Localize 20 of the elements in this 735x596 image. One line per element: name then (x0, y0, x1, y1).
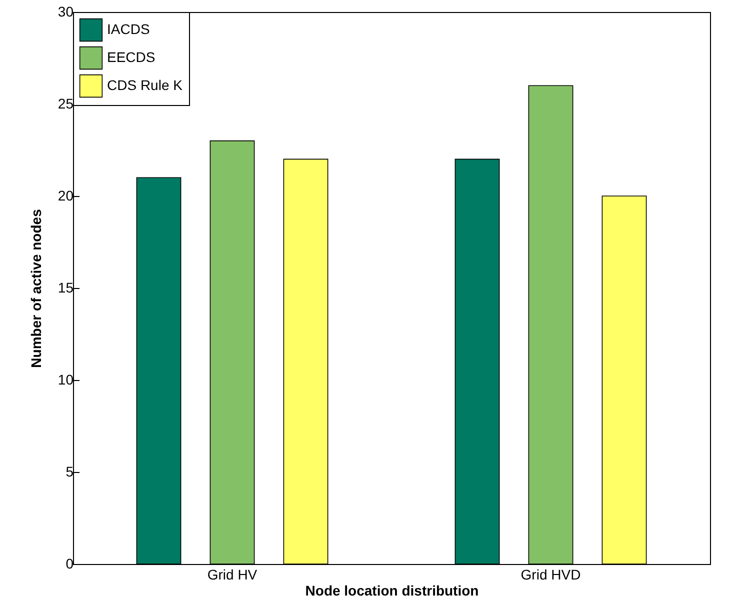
y-tick-label: 10 (58, 372, 74, 388)
legend-label: CDS Rule K (107, 77, 184, 93)
bar (454, 158, 500, 564)
bar (283, 158, 328, 564)
y-tick-label: 0 (66, 556, 74, 572)
y-tick-label: 15 (58, 280, 74, 296)
x-tick-label: Grid HV (207, 566, 258, 582)
bar (210, 140, 255, 564)
bar (602, 196, 647, 564)
y-axis-title: Number of active nodes (28, 208, 44, 368)
x-tick-label: Grid HVD (520, 566, 581, 582)
legend-label: IACDS (107, 21, 150, 37)
bar (136, 177, 182, 564)
y-tick-label: 25 (58, 96, 74, 112)
bar (528, 85, 574, 564)
y-tick-label: 5 (66, 464, 74, 480)
legend-label: EECDS (107, 49, 156, 65)
y-tick-label: 30 (58, 4, 74, 20)
x-axis-title: Node location distribution (305, 582, 479, 596)
y-tick-label: 20 (58, 188, 74, 204)
